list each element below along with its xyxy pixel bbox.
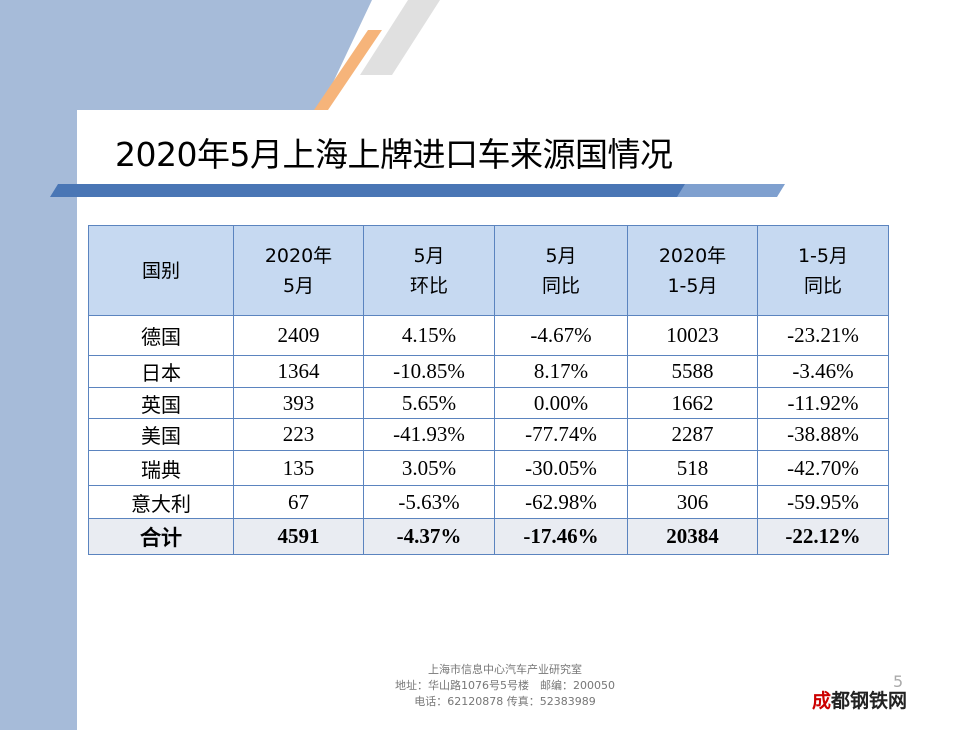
header-may-mom: 5月 环比 <box>363 225 495 316</box>
header-may-2020: 2020年 5月 <box>233 225 364 316</box>
table-row: 日本 1364 -10.85% 8.17% 5588 -3.46% <box>88 355 889 388</box>
cell: 67 <box>233 485 364 519</box>
cell: -17.46% <box>494 518 628 555</box>
cell: -11.92% <box>757 387 889 419</box>
cell: 5.65% <box>363 387 495 419</box>
cell: 4591 <box>233 518 364 555</box>
cell: -38.88% <box>757 418 889 451</box>
table-row: 英国 393 5.65% 0.00% 1662 -11.92% <box>88 387 889 419</box>
cell: 2409 <box>233 315 364 356</box>
cell: 10023 <box>627 315 758 356</box>
header-jan-may-yoy: 1-5月 同比 <box>757 225 889 316</box>
header-country: 国别 <box>88 225 234 316</box>
cell: -41.93% <box>363 418 495 451</box>
cell: -10.85% <box>363 355 495 388</box>
cell: -62.98% <box>494 485 628 519</box>
table-header-row: 国别 2020年 5月 5月 环比 5月 同比 2020年 1-5月 1-5月 同比 <box>88 225 889 316</box>
table-row: 瑞典 135 3.05% -30.05% 518 -42.70% <box>88 450 889 486</box>
cell: 223 <box>233 418 364 451</box>
cell: 美国 <box>88 418 234 451</box>
footer-address: 地址：华山路1076号5号楼 邮编：200050 <box>395 679 615 692</box>
watermark-logo: 成都钢铁网 <box>812 690 908 712</box>
cell: 8.17% <box>494 355 628 388</box>
cell: 1364 <box>233 355 364 388</box>
import-source-table: 国别 2020年 5月 5月 环比 5月 同比 2020年 1-5月 1-5月 同比 德国… <box>88 225 889 555</box>
cell: 20384 <box>627 518 758 555</box>
cell: -30.05% <box>494 450 628 486</box>
table-total-row: 合计 4591 -4.37% -17.46% 20384 -22.12% <box>88 518 889 555</box>
cell: -5.63% <box>363 485 495 519</box>
cell: 2287 <box>627 418 758 451</box>
cell: -4.37% <box>363 518 495 555</box>
cell: 393 <box>233 387 364 419</box>
cell: 瑞典 <box>88 450 234 486</box>
cell: -23.21% <box>757 315 889 356</box>
cell: 0.00% <box>494 387 628 419</box>
header-jan-may-2020: 2020年 1-5月 <box>627 225 758 316</box>
table-row: 意大利 67 -5.63% -62.98% 306 -59.95% <box>88 485 889 519</box>
cell: -77.74% <box>494 418 628 451</box>
page-title: 2020年5月上海上牌进口车来源国情况 <box>115 135 673 174</box>
table-row: 美国 223 -41.93% -77.74% 2287 -38.88% <box>88 418 889 451</box>
cell: 5588 <box>627 355 758 388</box>
cell: 英国 <box>88 387 234 419</box>
page-number: 5 <box>893 672 904 691</box>
orange-stripe <box>314 30 382 110</box>
cell: 4.15% <box>363 315 495 356</box>
cell: 518 <box>627 450 758 486</box>
cell: 合计 <box>88 518 234 555</box>
cell: -59.95% <box>757 485 889 519</box>
cell: -22.12% <box>757 518 889 555</box>
footer-phone: 电话：62120878 传真：52383989 <box>414 695 596 708</box>
cell: -3.46% <box>757 355 889 388</box>
cell: -4.67% <box>494 315 628 356</box>
footer-contact: 上海市信息中心汽车产业研究室 地址：华山路1076号5号楼 邮编：200050 … <box>340 662 670 710</box>
footer-org: 上海市信息中心汽车产业研究室 <box>428 663 582 676</box>
header-may-yoy: 5月 同比 <box>494 225 628 316</box>
cell: 306 <box>627 485 758 519</box>
cell: 德国 <box>88 315 234 356</box>
cell: -42.70% <box>757 450 889 486</box>
cell: 日本 <box>88 355 234 388</box>
cell: 1662 <box>627 387 758 419</box>
gray-stripe <box>360 0 440 75</box>
cell: 135 <box>233 450 364 486</box>
cell: 意大利 <box>88 485 234 519</box>
cell: 3.05% <box>363 450 495 486</box>
table-row: 德国 2409 4.15% -4.67% 10023 -23.21% <box>88 315 889 356</box>
